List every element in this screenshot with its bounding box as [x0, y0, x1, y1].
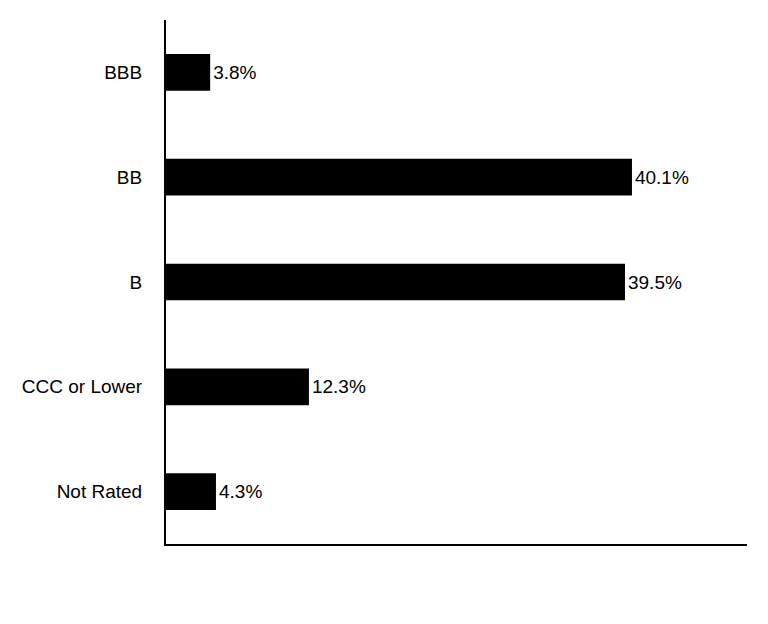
svg-text:BB: BB [117, 167, 142, 188]
svg-text:BBB: BBB [104, 62, 142, 83]
svg-text:4.3%: 4.3% [219, 481, 262, 502]
svg-text:Not Rated: Not Rated [57, 481, 143, 502]
svg-text:CCC or Lower: CCC or Lower [22, 376, 143, 397]
svg-text:39.5%: 39.5% [628, 272, 682, 293]
svg-text:12.3%: 12.3% [312, 376, 366, 397]
svg-text:40.1%: 40.1% [635, 167, 689, 188]
svg-text:B: B [130, 272, 143, 293]
svg-text:3.8%: 3.8% [213, 62, 256, 83]
